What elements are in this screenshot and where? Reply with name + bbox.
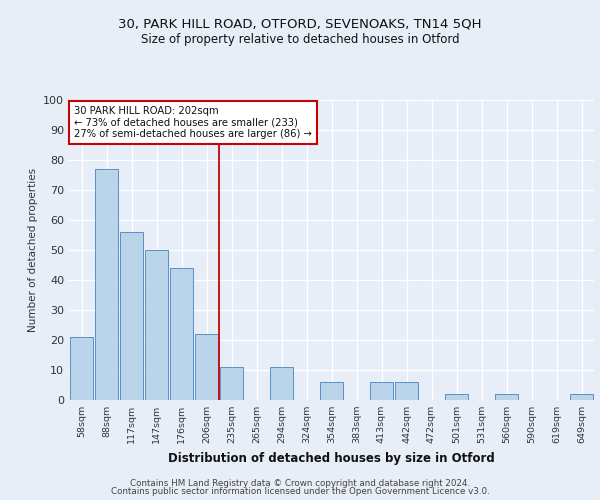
Bar: [145, 250, 168, 400]
Text: 30 PARK HILL ROAD: 202sqm
← 73% of detached houses are smaller (233)
27% of semi: 30 PARK HILL ROAD: 202sqm ← 73% of detac…: [74, 106, 312, 139]
Bar: [320, 382, 343, 400]
Bar: [445, 394, 468, 400]
Text: Contains public sector information licensed under the Open Government Licence v3: Contains public sector information licen…: [110, 487, 490, 496]
Text: 30, PARK HILL ROAD, OTFORD, SEVENOAKS, TN14 5QH: 30, PARK HILL ROAD, OTFORD, SEVENOAKS, T…: [118, 18, 482, 30]
Bar: [195, 334, 218, 400]
X-axis label: Distribution of detached houses by size in Otford: Distribution of detached houses by size …: [168, 452, 495, 464]
Bar: [95, 169, 118, 400]
Bar: [495, 394, 518, 400]
Bar: [170, 268, 193, 400]
Bar: [570, 394, 593, 400]
Bar: [70, 337, 93, 400]
Bar: [395, 382, 418, 400]
Text: Size of property relative to detached houses in Otford: Size of property relative to detached ho…: [140, 32, 460, 46]
Bar: [370, 382, 393, 400]
Bar: [220, 367, 243, 400]
Bar: [120, 232, 143, 400]
Bar: [270, 367, 293, 400]
Y-axis label: Number of detached properties: Number of detached properties: [28, 168, 38, 332]
Text: Contains HM Land Registry data © Crown copyright and database right 2024.: Contains HM Land Registry data © Crown c…: [130, 478, 470, 488]
